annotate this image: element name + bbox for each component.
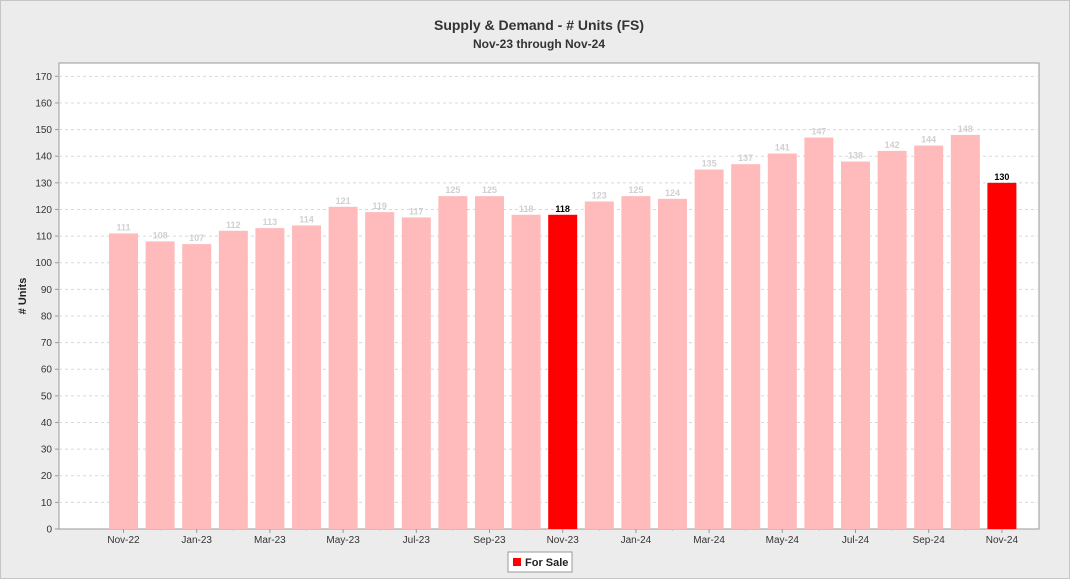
bar-apr-24: [731, 164, 761, 529]
bar-aug-23: [438, 196, 468, 529]
legend-swatch: [513, 558, 521, 566]
y-axis-label: # Units: [17, 278, 29, 315]
data-label-may-24: 141: [775, 143, 790, 153]
x-tick-label: Jan-24: [621, 535, 652, 546]
bar-nov-24: [987, 182, 1017, 530]
bar-feb-24: [658, 198, 687, 529]
chart-subtitle: Nov-23 through Nov-24: [473, 37, 605, 51]
x-tick-label: Jul-24: [842, 535, 870, 546]
legend-label: For Sale: [525, 557, 568, 569]
bar-jun-24: [804, 137, 834, 529]
data-label-jul-23: 117: [409, 206, 424, 216]
x-tick-label: Jan-23: [181, 535, 212, 546]
data-label-dec-22: 108: [153, 230, 168, 240]
data-label-aug-23: 125: [445, 185, 460, 195]
data-label-jun-23: 119: [372, 201, 387, 211]
data-label-nov-24: 130: [994, 172, 1009, 182]
bar-aug-24: [877, 150, 907, 530]
y-tick-label: 0: [46, 525, 52, 536]
bar-jul-24: [841, 161, 870, 530]
y-tick-label: 120: [35, 205, 52, 216]
data-label-oct-24: 148: [958, 124, 973, 134]
y-tick-label: 170: [35, 72, 52, 83]
bar-jul-23: [401, 217, 431, 529]
bar-may-23: [328, 206, 358, 529]
y-tick-label: 30: [41, 445, 53, 456]
bar-may-24: [767, 153, 797, 529]
y-tick-label: 160: [35, 98, 52, 109]
data-label-apr-24: 137: [738, 153, 753, 163]
y-axis: 0 10 20 30 40 50 60 70 80 90 100 110 120 130 140 150 160…: [35, 72, 59, 536]
bar-apr-23: [292, 225, 321, 530]
bar-sep-23: [475, 196, 504, 529]
bar-oct-24: [950, 134, 980, 529]
bar-feb-23: [218, 230, 248, 529]
bar-jan-23: [182, 244, 212, 529]
data-label-nov-23: 118: [555, 204, 570, 214]
y-tick-label: 90: [41, 285, 53, 296]
x-tick-label: Mar-23: [254, 535, 286, 546]
y-tick-label: 80: [41, 311, 53, 322]
y-tick-label: 130: [35, 178, 52, 189]
x-tick-label: Sep-23: [473, 535, 506, 546]
bar-dec-22: [145, 241, 175, 529]
legend-box: [507, 551, 573, 573]
x-tick-label: May-24: [766, 535, 800, 546]
data-label-jan-23: 107: [189, 233, 204, 243]
data-label-nov-22: 111: [116, 222, 130, 232]
data-label-jun-24: 147: [811, 127, 826, 137]
y-tick-label: 40: [41, 418, 53, 429]
data-labels: 111 108 107 112 113 114 121 119 117 125 125 118 118 1…: [116, 124, 1009, 243]
data-label-aug-24: 142: [885, 140, 900, 150]
y-tick-label: 70: [41, 338, 53, 349]
x-tick-label: May-23: [326, 535, 360, 546]
data-label-dec-23: 123: [592, 190, 607, 200]
y-tick-label: 50: [41, 391, 53, 402]
data-label-mar-23: 113: [263, 217, 278, 227]
bar-mar-24: [694, 169, 724, 529]
x-tick-label: Nov-24: [986, 535, 1019, 546]
data-label-jan-24: 125: [628, 185, 643, 195]
data-label-may-23: 121: [336, 196, 351, 206]
x-tick-label: Nov-23: [547, 535, 580, 546]
y-tick-label: 60: [41, 365, 53, 376]
bars: [109, 134, 1017, 530]
data-label-sep-23: 125: [482, 185, 497, 195]
x-tick-label: Sep-24: [913, 535, 946, 546]
bar-jan-24: [621, 196, 651, 529]
bar-oct-23: [511, 214, 541, 530]
y-tick-label: 100: [35, 258, 52, 269]
legend: For Sale: [507, 551, 573, 573]
x-tick-label: Mar-24: [693, 535, 725, 546]
bar-dec-23: [584, 201, 614, 529]
data-label-feb-24: 124: [665, 188, 680, 198]
data-label-sep-24: 144: [921, 135, 936, 145]
x-tick-label: Jul-23: [403, 535, 431, 546]
bar-nov-22: [109, 233, 138, 529]
y-tick-label: 150: [35, 125, 52, 136]
y-tick-label: 110: [36, 232, 52, 243]
chart-title: Supply & Demand - # Units (FS): [434, 17, 644, 33]
bar-jun-23: [365, 212, 395, 529]
data-label-apr-23: 114: [299, 214, 314, 224]
bar-sep-24: [914, 145, 944, 529]
bar-mar-23: [255, 228, 285, 529]
bar-nov-23: [548, 214, 578, 530]
y-tick-label: 140: [35, 152, 52, 163]
data-label-mar-24: 135: [702, 159, 717, 169]
y-tick-label: 20: [41, 471, 53, 482]
x-tick-label: Nov-22: [107, 535, 140, 546]
x-axis: Nov-22 Jan-23 Mar-23 May-23 Jul-23 Sep-23 Nov-…: [107, 529, 1018, 546]
data-label-feb-23: 112: [226, 220, 241, 230]
y-tick-label: 10: [41, 498, 53, 509]
data-label-jul-24: 138: [848, 151, 863, 161]
data-label-oct-23: 118: [519, 204, 534, 214]
